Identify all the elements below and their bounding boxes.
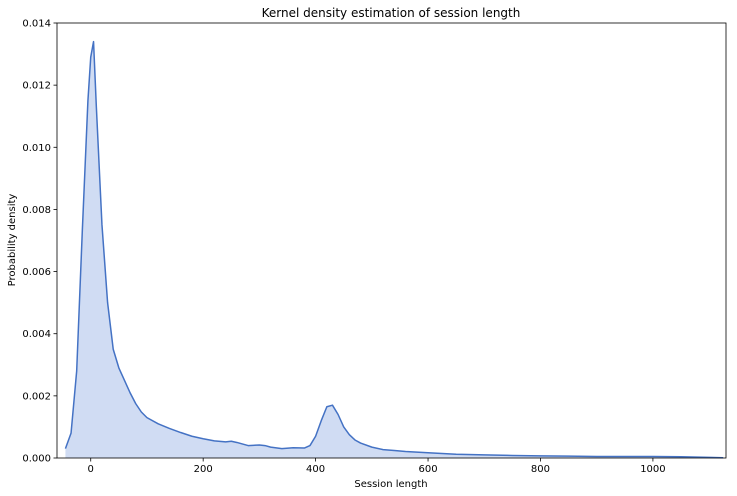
y-tick-label: 0.000 xyxy=(22,454,51,465)
x-tick-label: 1000 xyxy=(640,464,665,475)
y-tick-label: 0.004 xyxy=(22,329,51,340)
x-tick-label: 600 xyxy=(418,464,437,475)
y-tick-label: 0.012 xyxy=(22,81,51,92)
y-tick-label: 0.002 xyxy=(22,391,51,402)
y-axis: 0.000 0.002 0.004 0.006 0.008 0.010 0.012 0.014 xyxy=(22,19,57,465)
plot-area xyxy=(64,40,724,459)
y-tick-label: 0.010 xyxy=(22,143,51,154)
y-tick-label: 0.008 xyxy=(22,205,51,216)
y-tick-label: 0.014 xyxy=(22,19,51,30)
y-axis-label: Probability density xyxy=(7,194,18,287)
x-tick-label: 200 xyxy=(194,464,213,475)
density-area-fill xyxy=(65,41,724,458)
x-axis: 0 200 400 600 800 1000 xyxy=(88,458,666,475)
x-axis-label: Session length xyxy=(354,479,427,490)
x-tick-label: 800 xyxy=(531,464,550,475)
x-tick-label: 0 xyxy=(88,464,94,475)
plot-frame xyxy=(56,22,727,459)
density-line xyxy=(64,40,724,459)
y-tick-label: 0.006 xyxy=(22,267,51,278)
x-tick-label: 400 xyxy=(306,464,325,475)
chart-title: Kernel density estimation of session len… xyxy=(262,6,521,20)
